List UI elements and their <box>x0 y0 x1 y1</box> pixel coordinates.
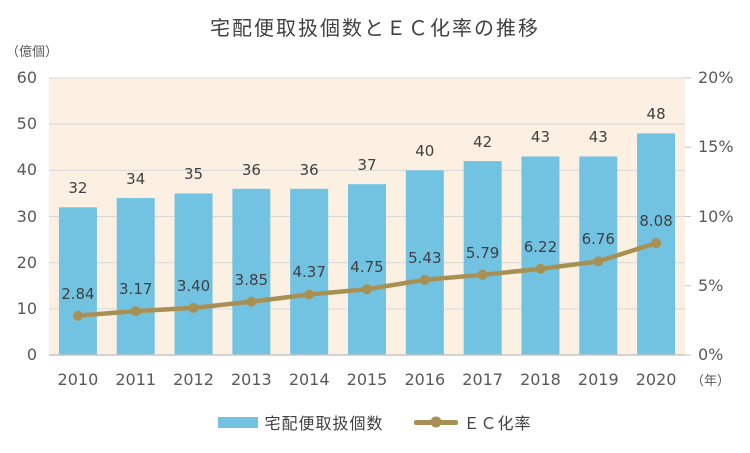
line-marker-2017 <box>477 269 488 280</box>
bar-2011 <box>116 198 155 355</box>
line-marker-2015 <box>362 284 372 295</box>
line-marker-2018 <box>535 263 546 274</box>
line-marker-2013 <box>246 296 257 307</box>
line-marker-2010 <box>72 310 83 321</box>
bar-2012 <box>174 193 213 355</box>
bar-series-swatch-icon <box>218 416 259 428</box>
line-series-label: ＥＣ化率 <box>463 414 532 433</box>
line-marker-dot-icon <box>430 416 441 428</box>
line-marker-2011 <box>130 306 141 317</box>
bar-2015 <box>348 184 386 355</box>
chart-title: 宅配便取扱個数とＥＣ化率の推移 <box>210 16 540 40</box>
x-axis-unit-label: （年） <box>691 374 731 389</box>
line-marker-2014 <box>304 289 315 300</box>
bar-2013 <box>232 188 271 355</box>
legend-item-line-series: ＥＣ化率 <box>413 410 532 434</box>
bar-2017 <box>463 161 502 355</box>
left-axis-unit-label: （億個） <box>6 45 59 60</box>
legend: 宅配便取扱個数 ＥＣ化率 <box>0 406 750 438</box>
line-series-swatch-icon <box>413 416 458 428</box>
bar-2016 <box>405 170 444 355</box>
line-marker-2019 <box>593 256 604 267</box>
line-marker-2020 <box>651 238 662 249</box>
bar-2018 <box>521 156 560 355</box>
legend-item-bar-series: 宅配便取扱個数 <box>218 410 383 434</box>
bar-series-label: 宅配便取扱個数 <box>264 414 384 433</box>
bar-2014 <box>290 188 329 355</box>
bar-2010 <box>58 207 97 355</box>
line-marker-2012 <box>188 302 199 313</box>
line-marker-2016 <box>419 274 430 285</box>
